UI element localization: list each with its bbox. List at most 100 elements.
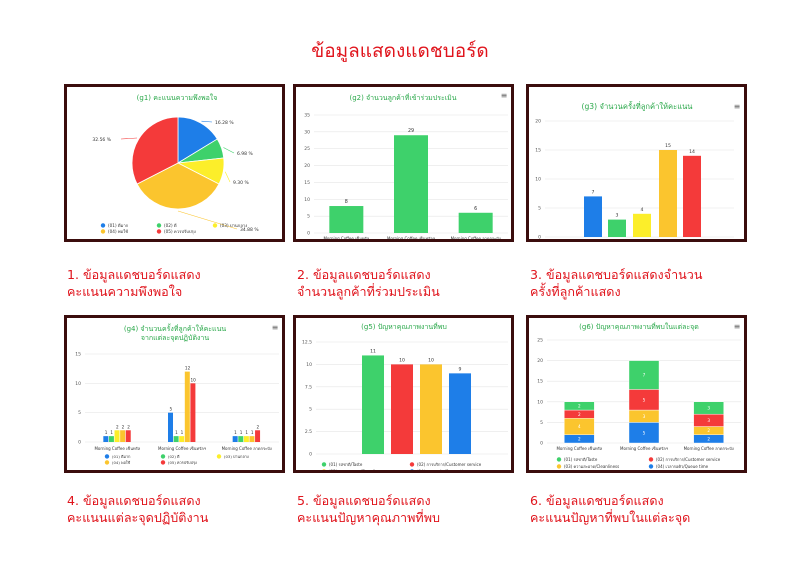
legend-item: (01) รสชาติ/Taste bbox=[329, 462, 363, 467]
y-tick-label: 0 bbox=[78, 440, 81, 446]
y-tick-label: 10 bbox=[306, 362, 312, 368]
bar bbox=[238, 436, 244, 442]
pie-slice bbox=[136, 162, 220, 210]
legend-item: (04) พอใช้ bbox=[108, 228, 128, 234]
bar bbox=[108, 436, 114, 442]
y-tick-label: 10 bbox=[75, 381, 81, 387]
bar-data-label: 4 bbox=[641, 207, 644, 213]
menu-icon: ≡ bbox=[734, 322, 741, 331]
legend-item: (02) ดี bbox=[168, 454, 180, 459]
y-tick-label: 2.5 bbox=[305, 429, 312, 435]
chart-title: (g6) ปัญหาคุณภาพงานที่พบในแต่ละจุด bbox=[579, 322, 699, 331]
chart-g4-branch-ratings-bar: (g4) จำนวนครั้งที่ลูกค้าให้คะแนนจากแต่ละ… bbox=[75, 322, 279, 466]
legend-marker bbox=[648, 457, 654, 462]
bar bbox=[173, 436, 179, 442]
legend-marker bbox=[322, 469, 326, 470]
bar bbox=[391, 364, 413, 454]
bar-data-label: 2 bbox=[578, 404, 581, 409]
bar bbox=[420, 364, 442, 454]
y-tick-label: 7.5 bbox=[305, 384, 312, 390]
pie-data-label: 6.98 % bbox=[237, 151, 253, 157]
bar bbox=[329, 206, 364, 233]
y-tick-label: 10 bbox=[535, 177, 541, 183]
bar-data-label: 1 bbox=[105, 430, 108, 435]
y-tick-label: 15 bbox=[537, 379, 543, 385]
bar bbox=[394, 135, 428, 233]
legend-item: (04) เวลารอคิว/Queue time bbox=[656, 464, 709, 469]
bar bbox=[362, 355, 384, 454]
caption-4: 4. ข้อมูลแดชบอร์ดแสดง คะแนนแต่ละจุดปฏิบัต… bbox=[67, 492, 307, 526]
x-tick-label: Morning Coffee เซ็นทรัลฯ bbox=[158, 445, 206, 451]
y-tick-label: 20 bbox=[535, 119, 541, 125]
chart-subtitle: จากแต่ละจุดปฏิบัติงาน bbox=[141, 334, 210, 342]
bar-data-label: 12 bbox=[185, 366, 191, 371]
bar-data-label: 1 bbox=[175, 430, 178, 435]
y-tick-label: 20 bbox=[537, 358, 543, 364]
bar bbox=[184, 371, 190, 442]
legend-item: (01) ดีมาก bbox=[108, 223, 129, 228]
x-tick-label: Morning Coffee เซ็นทรัลฯ bbox=[620, 445, 668, 451]
x-tick-label: Morning Coffee เซ็นทรัล bbox=[323, 235, 369, 239]
legend-marker bbox=[104, 460, 110, 465]
bar-data-label: 15 bbox=[665, 143, 671, 149]
caption-2: 2. ข้อมูลแดชบอร์ดแสดง จำนวนลูกค้าที่ร่วมป… bbox=[297, 266, 537, 300]
chart-g5-quality-issues-bar: (g5) ปัญหาคุณภาพงานที่พบ 0 2.5 5 7.5 10 12.5 11… bbox=[302, 322, 508, 470]
legend-marker bbox=[156, 229, 162, 234]
bar bbox=[125, 430, 131, 442]
chart-title: (g4) จำนวนครั้งที่ลูกค้าให้คะแนน bbox=[124, 322, 227, 333]
y-tick-label: 15 bbox=[304, 180, 310, 186]
caption-1-line2: คะแนนความพึงพอใจ bbox=[67, 284, 183, 299]
bar-data-label: 1 bbox=[110, 430, 113, 435]
bar-data-label: 2 bbox=[127, 424, 130, 429]
y-tick-label: 25 bbox=[304, 146, 310, 152]
y-tick-label: 10 bbox=[537, 399, 543, 405]
chart-panel-g4: (g4) จำนวนครั้งที่ลูกค้าให้คะแนน จากแต่ละ… bbox=[64, 315, 285, 473]
y-tick-label: 12.5 bbox=[302, 340, 312, 346]
pie-leader bbox=[223, 147, 235, 154]
legend-marker bbox=[212, 223, 218, 228]
bar bbox=[659, 150, 677, 237]
bar-data-label: 29 bbox=[408, 128, 414, 134]
bar-segment bbox=[693, 401, 724, 415]
bar-data-label: 4 bbox=[578, 424, 581, 429]
y-tick-label: 0 bbox=[307, 231, 310, 237]
y-tick-label: 5 bbox=[78, 410, 81, 416]
bar-data-label: 2 bbox=[707, 428, 710, 433]
bar bbox=[255, 430, 261, 442]
x-tick-label: Morning Coffee เซ็นทรัล bbox=[94, 445, 140, 451]
pie-leader bbox=[201, 120, 213, 123]
caption-3-line1: 3. ข้อมูลแดชบอร์ดแสดงจำนวน bbox=[530, 267, 703, 282]
chart-g3-rating-counts-bar: (g3) จำนวนครั้งที่ลูกค้าให้คะแนน ≡ 0 5 10 15 2… bbox=[535, 101, 740, 239]
bar-data-label: 2 bbox=[707, 436, 710, 441]
bar-data-label: 1 bbox=[251, 430, 254, 435]
page-title: ข้อมูลแสดงแดชบอร์ด bbox=[311, 40, 489, 62]
legend-item: (04) พอใช้ bbox=[112, 460, 131, 465]
bar-data-label: 5 bbox=[169, 407, 172, 412]
legend-item: (03) ปานกลาง bbox=[220, 223, 247, 228]
legend-marker bbox=[160, 460, 166, 465]
x-tick-label: Morning Coffee ลาดกระบัง bbox=[222, 446, 272, 451]
x-tick-label: Morning Coffee ลาดกระบัง bbox=[684, 446, 734, 451]
caption-6-line2: คะแนนปัญหาที่พบในแต่ละจุด bbox=[530, 510, 691, 525]
caption-4-line1: 4. ข้อมูลแดชบอร์ดแสดง bbox=[67, 493, 201, 508]
y-tick-label: 0 bbox=[309, 452, 312, 458]
bar-data-label: 1 bbox=[234, 430, 237, 435]
bar bbox=[243, 436, 249, 442]
legend-item: (02) ดี bbox=[164, 223, 177, 228]
chart-panel-g2: (g2) จำนวนลูกค้าที่เข้าร่วมประเมิน ≡ 0 5 10 1… bbox=[293, 84, 514, 242]
y-tick-label: 5 bbox=[307, 214, 310, 220]
pie-data-label: 9.30 % bbox=[233, 180, 249, 186]
bar-data-label: 10 bbox=[399, 357, 405, 363]
x-tick-label: Morning Coffee เซ็นทรัล bbox=[556, 445, 602, 451]
bar bbox=[608, 219, 626, 237]
legend-marker bbox=[104, 454, 110, 459]
bar-data-label: 6 bbox=[474, 206, 477, 212]
bar bbox=[120, 430, 126, 442]
bar-data-label: 2 bbox=[578, 412, 581, 417]
pie-leader bbox=[120, 137, 138, 140]
legend-item: (03) ความสะอาด/Cleanliness bbox=[564, 464, 619, 469]
x-tick-label: Morning Coffee ลาดกระบัง bbox=[451, 236, 501, 239]
bar-data-label: 2 bbox=[116, 424, 119, 429]
bar-data-label: 3 bbox=[707, 406, 710, 411]
bar-data-label: 1 bbox=[245, 430, 248, 435]
